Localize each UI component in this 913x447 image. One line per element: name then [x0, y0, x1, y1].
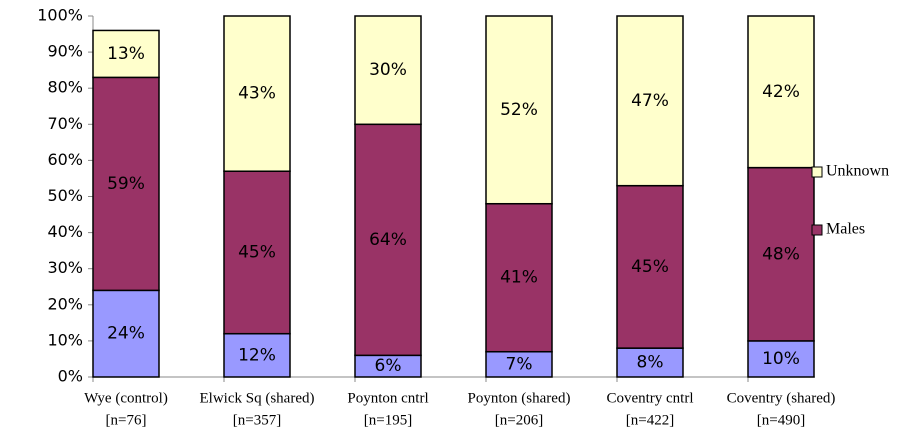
x-tick-label: [n=422]: [626, 412, 674, 428]
data-label: 45%: [238, 242, 276, 262]
x-tick-label: Poynton cntrl: [347, 390, 428, 406]
data-label: 52%: [500, 100, 538, 120]
x-tick-label: [n=357]: [233, 412, 281, 428]
bar-segment: [223, 332, 291, 378]
data-label: 45%: [631, 257, 669, 277]
y-tick-label: 80%: [47, 78, 83, 97]
legend-swatch: [811, 166, 823, 178]
bar-segment: [354, 123, 422, 357]
data-label: 24%: [107, 324, 145, 344]
x-tick-label: [n=490]: [757, 412, 805, 428]
y-tick-label: 100%: [37, 6, 83, 25]
x-tick-label: Coventry cntrl: [606, 390, 693, 406]
bar-segment: [223, 170, 291, 335]
data-label: 42%: [762, 82, 800, 102]
y-tick-label: 90%: [47, 42, 83, 61]
bar-segment: [616, 15, 684, 187]
bar-segment: [92, 289, 160, 378]
data-label: 6%: [375, 356, 402, 376]
legend-swatch: [811, 224, 823, 236]
data-label: 48%: [762, 244, 800, 264]
y-tick-label: 50%: [47, 186, 83, 205]
data-label: 41%: [500, 268, 538, 288]
bar-segment: [354, 15, 422, 126]
x-tick-label: [n=206]: [495, 412, 543, 428]
data-label: 30%: [369, 60, 407, 80]
bar-segment: [485, 15, 553, 205]
bar-segment: [223, 15, 291, 172]
data-label: 8%: [637, 353, 664, 373]
bar-segment: [485, 350, 553, 378]
bar-segment: [485, 202, 553, 353]
y-tick-label: 10%: [47, 330, 83, 349]
x-tick-label: [n=195]: [364, 412, 412, 428]
data-label: 59%: [107, 174, 145, 194]
y-tick-label: 20%: [47, 294, 83, 313]
y-tick-label: 0%: [58, 367, 83, 386]
data-label: 12%: [238, 345, 276, 365]
x-tick-label: Poynton (shared): [468, 390, 571, 406]
bar-segment: [747, 340, 815, 378]
x-tick-label: Elwick Sq (shared): [200, 390, 315, 406]
data-label: 13%: [107, 44, 145, 64]
y-tick-label: 40%: [47, 222, 83, 241]
data-label: 64%: [369, 230, 407, 250]
data-label: 7%: [506, 354, 533, 374]
bar-segment: [747, 166, 815, 342]
data-label: 10%: [762, 349, 800, 369]
bar-segment: [92, 29, 160, 79]
x-tick-label: Coventry (shared): [727, 390, 836, 406]
legend-label: Males: [826, 221, 865, 238]
data-label: 43%: [238, 84, 276, 104]
x-tick-label: Wye (control): [84, 390, 168, 406]
y-tick-label: 30%: [47, 258, 83, 277]
legend-label: Unknown: [826, 163, 889, 180]
y-tick-label: 60%: [47, 150, 83, 169]
x-tick-label: [n=76]: [106, 412, 147, 428]
bar-segment: [92, 76, 160, 292]
data-label: 47%: [631, 91, 669, 111]
bar-segment: [747, 15, 815, 169]
y-tick-label: 70%: [47, 114, 83, 133]
